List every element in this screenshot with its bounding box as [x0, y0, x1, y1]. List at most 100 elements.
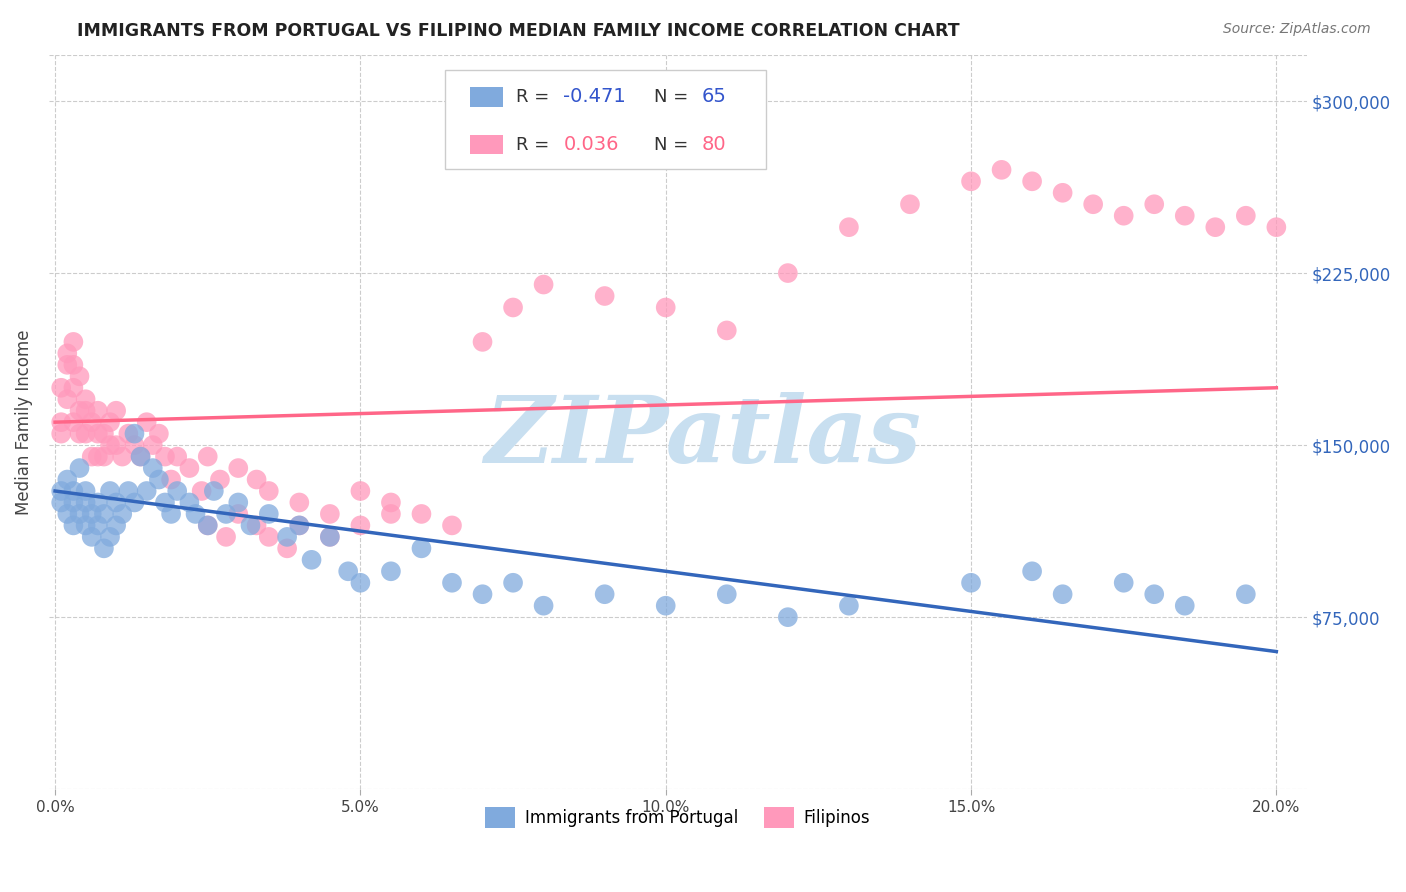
- Point: [319, 530, 342, 544]
- Point: [75, 483, 97, 498]
- Point: [69, 369, 91, 384]
- Point: [56, 392, 79, 407]
- Point: [276, 530, 298, 544]
- Point: [380, 495, 402, 509]
- Point: [56, 346, 79, 360]
- Point: [75, 518, 97, 533]
- Point: [471, 587, 494, 601]
- Point: [148, 426, 170, 441]
- Point: [288, 495, 311, 509]
- Text: 65: 65: [702, 87, 727, 106]
- Point: [190, 483, 212, 498]
- Text: Source: ZipAtlas.com: Source: ZipAtlas.com: [1223, 22, 1371, 37]
- Point: [80, 415, 103, 429]
- Point: [502, 301, 524, 315]
- Point: [124, 495, 146, 509]
- Point: [62, 415, 84, 429]
- Point: [179, 461, 201, 475]
- Point: [129, 450, 152, 464]
- Point: [69, 426, 91, 441]
- Point: [349, 483, 371, 498]
- Point: [93, 426, 115, 441]
- Point: [98, 415, 121, 429]
- Point: [80, 507, 103, 521]
- Point: [440, 575, 463, 590]
- Point: [105, 438, 128, 452]
- Point: [1143, 197, 1166, 211]
- Y-axis label: Median Family Income: Median Family Income: [15, 329, 32, 515]
- Point: [1112, 575, 1135, 590]
- Text: -0.471: -0.471: [564, 87, 626, 106]
- Point: [93, 450, 115, 464]
- Point: [105, 495, 128, 509]
- Point: [471, 334, 494, 349]
- Point: [197, 450, 219, 464]
- Point: [51, 495, 73, 509]
- Point: [411, 541, 433, 556]
- Text: R =: R =: [516, 88, 554, 106]
- Point: [117, 483, 139, 498]
- Point: [349, 575, 371, 590]
- Text: R =: R =: [516, 136, 554, 153]
- Text: N =: N =: [654, 88, 695, 106]
- Point: [349, 518, 371, 533]
- Point: [1174, 209, 1197, 223]
- Point: [380, 564, 402, 578]
- Point: [62, 358, 84, 372]
- Point: [716, 323, 738, 337]
- Point: [62, 381, 84, 395]
- Point: [226, 461, 249, 475]
- Point: [105, 518, 128, 533]
- Point: [142, 438, 165, 452]
- Point: [411, 507, 433, 521]
- Point: [87, 450, 110, 464]
- Point: [197, 518, 219, 533]
- Text: 0.036: 0.036: [564, 136, 619, 154]
- Point: [257, 483, 280, 498]
- FancyBboxPatch shape: [446, 70, 766, 169]
- Point: [62, 518, 84, 533]
- Point: [75, 426, 97, 441]
- Point: [51, 426, 73, 441]
- Point: [654, 301, 676, 315]
- Point: [776, 610, 799, 624]
- Point: [124, 426, 146, 441]
- Point: [1143, 587, 1166, 601]
- Point: [98, 530, 121, 544]
- Point: [69, 403, 91, 417]
- Point: [380, 507, 402, 521]
- Point: [1052, 587, 1074, 601]
- Point: [75, 495, 97, 509]
- Point: [69, 461, 91, 475]
- Text: 80: 80: [702, 136, 727, 154]
- Point: [337, 564, 360, 578]
- Point: [502, 575, 524, 590]
- Point: [1083, 197, 1105, 211]
- Point: [80, 450, 103, 464]
- Point: [288, 518, 311, 533]
- Point: [142, 461, 165, 475]
- Point: [148, 473, 170, 487]
- Point: [56, 358, 79, 372]
- Point: [117, 426, 139, 441]
- Point: [838, 220, 860, 235]
- Point: [98, 438, 121, 452]
- Point: [960, 174, 983, 188]
- Point: [898, 197, 921, 211]
- Point: [93, 541, 115, 556]
- Point: [319, 530, 342, 544]
- Point: [62, 495, 84, 509]
- Point: [838, 599, 860, 613]
- Point: [202, 483, 225, 498]
- Point: [124, 438, 146, 452]
- Point: [135, 415, 157, 429]
- Point: [716, 587, 738, 601]
- Point: [257, 507, 280, 521]
- Point: [319, 507, 342, 521]
- Point: [215, 507, 238, 521]
- Point: [226, 507, 249, 521]
- Point: [69, 507, 91, 521]
- Point: [257, 530, 280, 544]
- Point: [184, 507, 207, 521]
- Point: [51, 415, 73, 429]
